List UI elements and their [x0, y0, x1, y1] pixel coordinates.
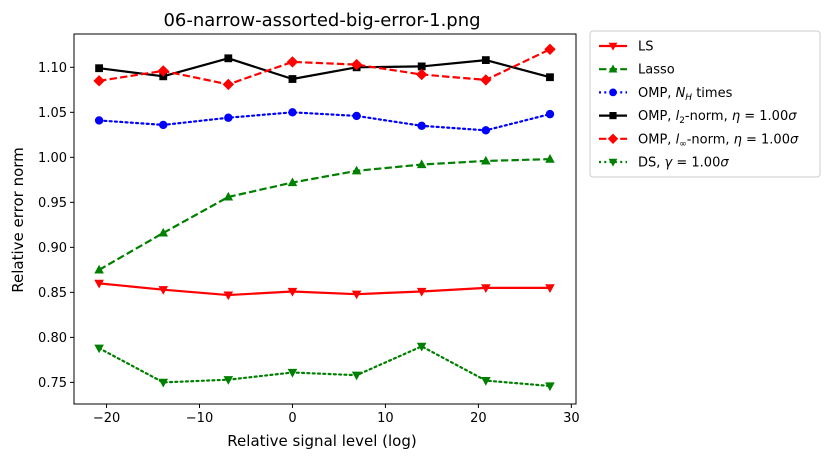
x-axis-label: Relative signal level (log)	[227, 432, 416, 450]
legend-label: LS	[638, 40, 654, 55]
series-3-point	[417, 121, 426, 131]
series-3-point	[352, 111, 361, 121]
series-5	[93, 43, 556, 91]
series-2-point	[416, 159, 427, 169]
legend-label: DS, γ = 1.00σ	[638, 156, 729, 171]
y-tick-label: 1.00	[38, 151, 67, 166]
series-5-point	[286, 56, 299, 68]
series-5-point	[157, 65, 169, 77]
series-6-line	[97, 345, 552, 388]
series-1-point	[416, 287, 427, 297]
series-6-point	[416, 342, 427, 352]
series-1-point	[351, 290, 362, 300]
x-tick-label: −20	[93, 411, 120, 426]
legend-entry-5: OMP, l∞-norm, η = 1.00σ	[599, 132, 799, 149]
legend-marker	[608, 42, 618, 51]
legend-marker	[608, 64, 618, 73]
chart-title: 06-narrow-assorted-big-error-1.png	[163, 10, 480, 31]
series-5-point	[350, 58, 363, 71]
legend-label: OMP, l∞-norm, η = 1.00σ	[638, 132, 799, 149]
series-2-point	[351, 165, 362, 175]
legend-entry-4: OMP, l2-norm, η = 1.00σ	[599, 109, 797, 126]
legend-entry-2: Lasso	[599, 63, 675, 78]
y-tick-label: 0.75	[38, 376, 67, 391]
y-tick-label: 0.85	[38, 286, 67, 301]
series-6-point	[351, 371, 362, 381]
x-tick-label: 30	[563, 411, 580, 426]
series-2-point	[545, 154, 555, 163]
legend-marker	[608, 158, 618, 167]
series-1-point	[545, 284, 555, 293]
series-1-point	[94, 279, 104, 289]
series-1-point	[158, 286, 169, 295]
legend-label: OMP, NH times	[638, 86, 733, 103]
series-5-point	[93, 75, 105, 87]
series-3-point	[545, 109, 555, 119]
series-6-point	[158, 378, 169, 388]
series-2-point	[158, 227, 169, 237]
series-3-line	[97, 111, 552, 132]
series-6-point	[287, 368, 298, 378]
x-tick-label: −10	[186, 411, 213, 426]
series-4-point	[546, 73, 554, 82]
series-4-point	[288, 75, 297, 83]
legend-marker	[609, 88, 617, 97]
series-2-line	[98, 158, 551, 271]
y-tick-label: 1.05	[38, 106, 67, 121]
legend-entry-6: DS, γ = 1.00σ	[599, 156, 729, 171]
series-1-point	[223, 291, 234, 301]
series-3-point	[159, 120, 168, 130]
series-1-line	[98, 282, 550, 297]
series-3	[94, 108, 555, 135]
series-4-point	[95, 64, 103, 73]
legend: LS Lasso OMP, NH times OMP, l2-norm, η = 1.…	[589, 30, 821, 178]
series-3-point	[224, 113, 233, 122]
legend-label: Lasso	[638, 63, 675, 78]
plot-area	[93, 43, 556, 392]
x-tick-label: 10	[377, 411, 394, 426]
series-2-point	[287, 177, 298, 187]
series-4-point	[224, 54, 233, 63]
axes-frame	[73, 33, 577, 405]
legend-marker	[609, 112, 617, 120]
series-5-line	[98, 48, 551, 86]
series-5-point	[415, 68, 428, 81]
y-tick-label: 0.95	[38, 196, 67, 211]
series-1-point	[481, 284, 491, 293]
series-6	[94, 342, 555, 392]
series-3-point	[481, 126, 491, 135]
y-tick-label: 0.90	[38, 241, 67, 256]
series-2-point	[223, 191, 234, 201]
series-2	[94, 154, 555, 274]
series-5-point	[480, 74, 492, 86]
x-tick-label: 20	[470, 411, 487, 426]
series-6-point	[94, 344, 104, 354]
y-tick-label: 1.10	[38, 61, 67, 76]
legend-box	[589, 30, 821, 178]
y-tick-label: 0.80	[38, 331, 67, 346]
series-4-point	[417, 62, 426, 71]
series-3-point	[94, 116, 104, 125]
axis-ticks: −20 −10 0 10 20 30 0.75 0.80 0.85 0.90 0.95 1.00 1.0…	[38, 61, 580, 426]
series-2-point	[481, 155, 491, 165]
series-5-point	[544, 43, 556, 56]
series-3-point	[288, 108, 297, 117]
series-5-point	[222, 78, 235, 91]
y-axis-label: Relative error norm	[9, 147, 27, 293]
x-tick-label: 0	[288, 411, 296, 426]
series-2-point	[94, 264, 104, 274]
legend-label: OMP, l2-norm, η = 1.00σ	[638, 109, 797, 126]
series-4-point	[481, 56, 490, 65]
series-6-point	[223, 376, 234, 385]
legend-entry-3: OMP, NH times	[599, 86, 733, 103]
series-1	[94, 279, 555, 301]
series-6-point	[481, 376, 491, 386]
series-1-point	[287, 287, 298, 297]
legend-marker	[607, 133, 619, 145]
series-6-point	[545, 382, 555, 392]
legend-entry-1: LS	[599, 40, 654, 55]
